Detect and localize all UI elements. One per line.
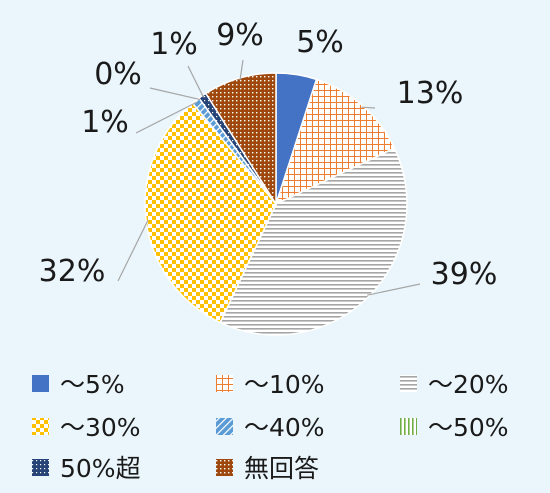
legend-swatch-3 xyxy=(400,375,417,392)
pie-slice-8 xyxy=(204,72,277,207)
legend-label-6: ～50% xyxy=(428,413,509,442)
legend-swatch-5 xyxy=(216,418,233,435)
legend-swatch-8 xyxy=(216,459,233,476)
leader-lines xyxy=(117,59,421,296)
legend-label-3: ～20% xyxy=(428,370,509,399)
legend-swatch-6 xyxy=(400,418,417,435)
data-labels: 5%13%39%32%1%0%1% 9% xyxy=(39,18,498,292)
data-label-1: 5% xyxy=(296,25,344,60)
legend-swatch-7 xyxy=(32,459,49,476)
data-label-6: 0% xyxy=(94,57,142,92)
legend: ～5% ～10% ～20% ～30% ～40% ～50% 50%超 無回答 xyxy=(32,370,509,483)
legend-label-2: ～10% xyxy=(244,370,325,399)
legend-label-8: 無回答 xyxy=(244,454,319,483)
legend-swatch-4 xyxy=(32,418,49,435)
data-label-3: 39% xyxy=(431,257,498,292)
data-label-4: 32% xyxy=(39,254,106,289)
pie-slices xyxy=(144,72,408,336)
pie-slice-3 xyxy=(219,147,408,336)
leader-line-7 xyxy=(187,65,205,98)
data-label-2: 13% xyxy=(397,76,464,111)
data-label-5: 1% xyxy=(81,105,129,140)
leader-line-6 xyxy=(149,87,201,101)
leader-line-5 xyxy=(135,101,198,134)
leader-line-4 xyxy=(117,219,149,282)
pie-slice-4 xyxy=(144,102,277,324)
legend-label-1: ～5% xyxy=(60,370,125,399)
legend-label-4: ～30% xyxy=(60,413,141,442)
legend-label-5: ～40% xyxy=(244,413,325,442)
data-label-7: 1% xyxy=(150,27,198,62)
leader-line-8 xyxy=(239,59,244,81)
leader-line-2 xyxy=(361,106,376,109)
legend-swatch-2 xyxy=(216,375,233,392)
data-label-8: 9% xyxy=(216,18,264,53)
legend-label-7: 50%超 xyxy=(60,454,141,483)
legend-swatch-1 xyxy=(32,375,49,392)
pie-slice-2 xyxy=(274,78,396,206)
leader-line-3 xyxy=(367,283,421,296)
